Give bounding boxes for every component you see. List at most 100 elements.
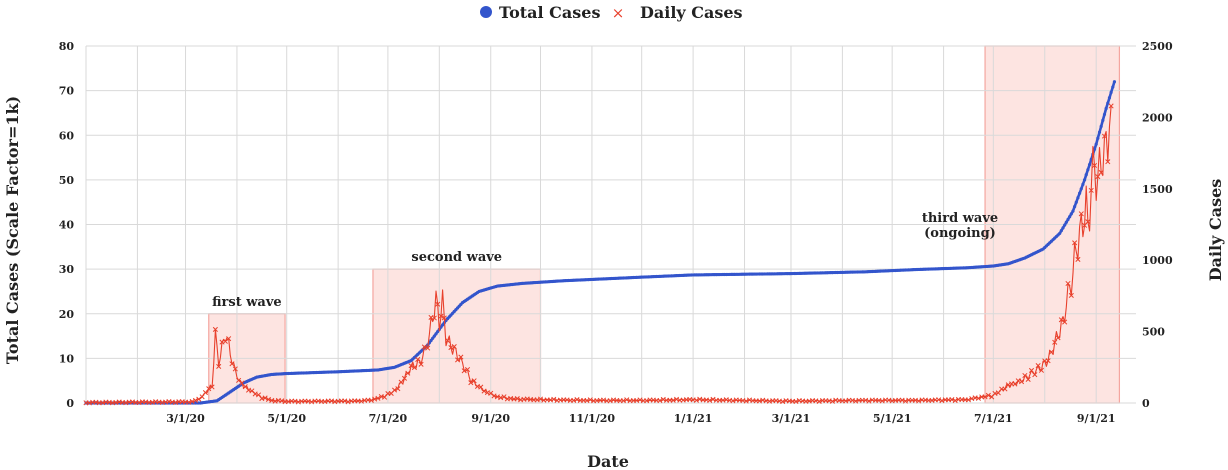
series-layer (83, 80, 1117, 406)
total-cases-point (1078, 191, 1082, 195)
wave-label: third wave (922, 211, 998, 226)
total-cases-point (1058, 231, 1062, 236)
legend-total-marker (480, 6, 492, 18)
daily-cases-point (418, 361, 424, 367)
x-tick-label: 5/1/20 (267, 412, 306, 425)
legend: Total Cases × Daily Cases (480, 3, 743, 22)
x-tick-label: 7/1/21 (974, 412, 1013, 425)
y-right-tick-label: 1000 (1142, 254, 1173, 267)
daily-cases-point (1058, 317, 1064, 323)
daily-cases-point (368, 397, 374, 403)
daily-cases-point (1108, 103, 1114, 109)
total-cases-point (1066, 217, 1070, 222)
daily-cases-point (1035, 363, 1041, 369)
daily-cases-point (1065, 280, 1071, 287)
daily-cases-point (1095, 174, 1101, 180)
daily-cases-point (1045, 358, 1051, 364)
daily-cases-point (1105, 159, 1111, 165)
daily-cases-point (657, 398, 663, 404)
daily-cases-point (421, 344, 427, 350)
total-cases-point (1086, 168, 1090, 172)
daily-cases-point (405, 370, 411, 376)
daily-cases-point (212, 326, 218, 332)
total-cases-point (1068, 215, 1072, 219)
daily-cases-point (262, 395, 268, 401)
y-left-axis-title: Total Cases (Scale Factor=1k) (3, 96, 22, 364)
daily-cases-point (866, 398, 872, 404)
total-cases-point (1094, 142, 1098, 146)
daily-cases-point (471, 378, 477, 384)
daily-cases-point (196, 396, 202, 402)
daily-cases-point (206, 386, 212, 392)
daily-cases-point (395, 386, 401, 392)
daily-cases-point (1055, 335, 1061, 341)
daily-cases-point (461, 368, 467, 374)
total-cases-point (1059, 229, 1063, 233)
daily-cases-point (1028, 367, 1035, 374)
y-right-tick-label: 2000 (1142, 111, 1173, 124)
total-cases-point (1099, 124, 1103, 128)
daily-cases-point (1018, 379, 1025, 385)
daily-cases-point (537, 396, 544, 402)
daily-cases-point (551, 396, 557, 402)
daily-cases-point (1002, 386, 1008, 392)
total-cases-point (1081, 182, 1085, 186)
x-tick-label: 3/1/20 (166, 412, 205, 425)
x-tick-label: 7/1/20 (369, 412, 408, 425)
daily-cases-point (514, 395, 520, 402)
y-right-tick-label: 2500 (1142, 40, 1173, 53)
total-cases-point (1106, 101, 1110, 105)
daily-cases-point (975, 395, 981, 401)
daily-cases-point (1048, 349, 1054, 355)
y-left-tick-label: 50 (59, 174, 75, 187)
daily-cases-point (1072, 240, 1078, 246)
daily-cases-point (451, 344, 457, 350)
daily-cases-point (985, 392, 991, 398)
total-cases-point (434, 332, 438, 336)
daily-cases-point (435, 301, 441, 307)
total-cases-point (1082, 178, 1087, 182)
daily-cases-point (952, 398, 958, 404)
x-tick-label: 5/1/21 (873, 412, 912, 425)
total-cases-point (1074, 200, 1078, 204)
daily-cases-point (1088, 187, 1094, 193)
total-cases-point (429, 338, 433, 343)
total-cases-point (1073, 205, 1077, 209)
daily-cases-point (438, 313, 444, 319)
daily-cases-point (209, 384, 215, 390)
y-right-tick-label: 0 (1142, 397, 1150, 410)
wave-label: second wave (411, 250, 502, 265)
daily-cases-point (192, 397, 199, 403)
total-cases-point (1084, 173, 1088, 177)
daily-cases-point (425, 345, 431, 351)
daily-cases-point (1062, 319, 1068, 325)
daily-cases-point (1078, 211, 1084, 217)
daily-cases-point (431, 315, 437, 321)
y-left-tick-label: 0 (66, 397, 74, 410)
total-cases-point (1097, 130, 1102, 134)
daily-cases-point (1098, 169, 1104, 176)
daily-cases-point (501, 394, 507, 400)
y-left-tick-label: 40 (59, 219, 75, 232)
daily-cases-point (411, 365, 417, 371)
x-tick-label: 11/1/20 (569, 412, 616, 425)
total-cases-point (1102, 112, 1107, 117)
x-tick-label: 3/1/21 (772, 412, 811, 425)
total-cases-point (1101, 118, 1105, 122)
y-right-tick-label: 1500 (1142, 183, 1173, 196)
total-cases-point (1111, 85, 1115, 89)
y-left-tick-label: 60 (59, 129, 75, 142)
x-tick-label: 1/1/21 (674, 412, 713, 425)
daily-cases-point (229, 361, 235, 367)
y-left-tick-label: 20 (59, 308, 75, 321)
total-cases-point (432, 334, 436, 338)
daily-cases-point (226, 336, 232, 342)
total-cases-point (1063, 223, 1067, 227)
daily-cases-point (1052, 339, 1058, 345)
total-cases-point (1087, 162, 1092, 167)
legend-total-label: Total Cases (499, 3, 600, 22)
daily-cases-point (1068, 292, 1074, 298)
total-cases-point (1109, 90, 1113, 95)
total-cases-point (431, 336, 435, 340)
